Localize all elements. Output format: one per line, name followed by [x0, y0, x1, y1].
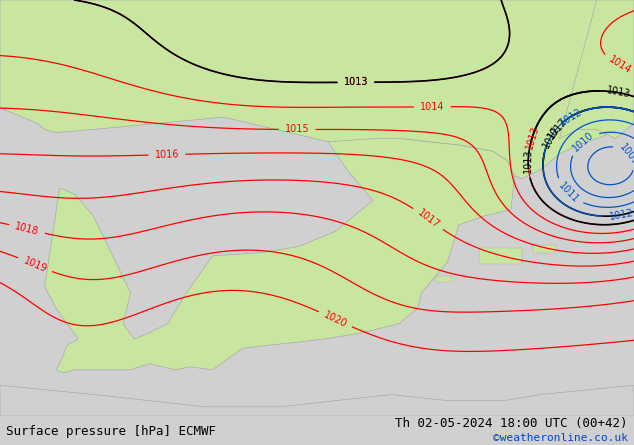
Text: 1012: 1012 [608, 208, 634, 222]
Polygon shape [0, 385, 634, 416]
Polygon shape [0, 0, 634, 179]
Text: 1020: 1020 [322, 309, 349, 329]
Polygon shape [436, 276, 451, 282]
Polygon shape [533, 245, 555, 253]
Text: 1009: 1009 [618, 142, 634, 167]
Text: 1011: 1011 [556, 181, 580, 205]
Text: 1013: 1013 [344, 77, 368, 87]
Text: 1012: 1012 [541, 123, 561, 150]
Text: 1013: 1013 [344, 77, 368, 87]
Text: 1017: 1017 [415, 208, 441, 231]
Text: 1013: 1013 [605, 85, 631, 100]
Polygon shape [45, 129, 515, 373]
Text: 1010: 1010 [571, 130, 596, 154]
Text: 1016: 1016 [155, 150, 179, 160]
Text: 1013: 1013 [524, 125, 540, 151]
Polygon shape [559, 0, 634, 139]
Text: 1012: 1012 [557, 106, 584, 127]
Text: 1019: 1019 [22, 255, 48, 274]
Text: Th 02-05-2024 18:00 UTC (00+42): Th 02-05-2024 18:00 UTC (00+42) [395, 417, 628, 430]
Text: 1014: 1014 [607, 54, 633, 76]
Text: 1018: 1018 [14, 221, 40, 237]
Text: 1013: 1013 [523, 148, 533, 173]
Polygon shape [479, 248, 522, 263]
Text: ©weatheronline.co.uk: ©weatheronline.co.uk [493, 433, 628, 443]
Text: 1015: 1015 [285, 125, 309, 134]
Text: Surface pressure [hPa] ECMWF: Surface pressure [hPa] ECMWF [6, 425, 216, 438]
Text: 1012: 1012 [545, 116, 569, 141]
Text: 1014: 1014 [420, 102, 444, 112]
